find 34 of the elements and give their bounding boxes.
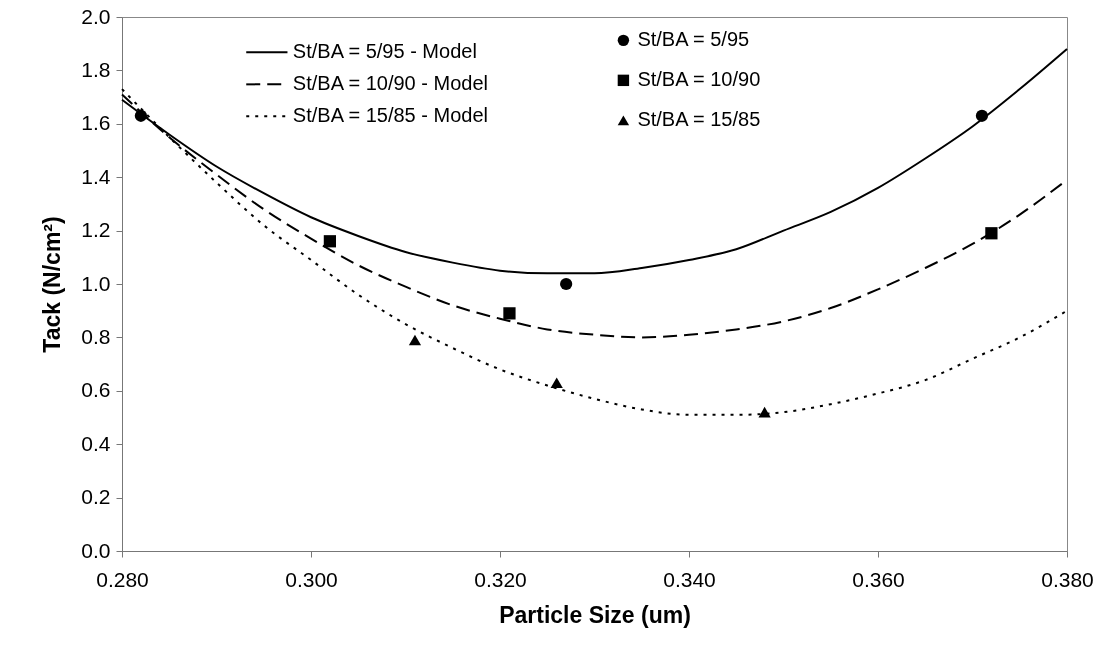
y-tick-label: 0.6 — [81, 378, 111, 402]
y-tick-label: 1.8 — [81, 57, 111, 81]
x-tick-label: 0.380 — [1041, 567, 1094, 591]
y-tick-label: 1.4 — [81, 164, 111, 188]
legend-label: St/BA = 5/95 - Model — [292, 40, 477, 63]
point — [503, 307, 516, 320]
legend-label: St/BA = 15/85 — [637, 108, 761, 131]
x-tick-label: 0.300 — [285, 567, 338, 591]
y-tick-label: 1.6 — [81, 111, 111, 135]
x-tick-label: 0.320 — [474, 567, 527, 591]
legend-label: St/BA = 10/90 — [637, 68, 761, 91]
x-axis-title: Particle Size (um) — [499, 601, 691, 628]
y-tick-label: 0.2 — [81, 485, 111, 509]
y-tick-label: 2.0 — [81, 4, 111, 28]
point — [975, 109, 989, 122]
point — [408, 334, 422, 346]
x-tick-label: 0.340 — [663, 567, 716, 591]
y-tick-label: 0.4 — [81, 431, 111, 455]
x-tick-label: 0.280 — [96, 567, 149, 591]
y-tick-label: 1.2 — [81, 218, 111, 242]
legend-label: St/BA = 5/95 — [637, 28, 750, 51]
legend-label: St/BA = 15/85 - Model — [292, 104, 488, 127]
point — [323, 235, 337, 248]
y-tick-label: 0.0 — [81, 538, 111, 562]
legend-label: St/BA = 10/90 - Model — [292, 72, 488, 95]
x-tick-label: 0.360 — [852, 567, 905, 591]
point — [985, 227, 998, 240]
point — [560, 277, 573, 291]
point — [550, 377, 563, 389]
point — [134, 109, 148, 122]
y-tick-label: 0.8 — [81, 324, 111, 348]
y-axis-title: Tack (N/cm²) — [39, 216, 66, 353]
point — [758, 406, 771, 418]
y-tick-label: 1.0 — [81, 271, 111, 295]
